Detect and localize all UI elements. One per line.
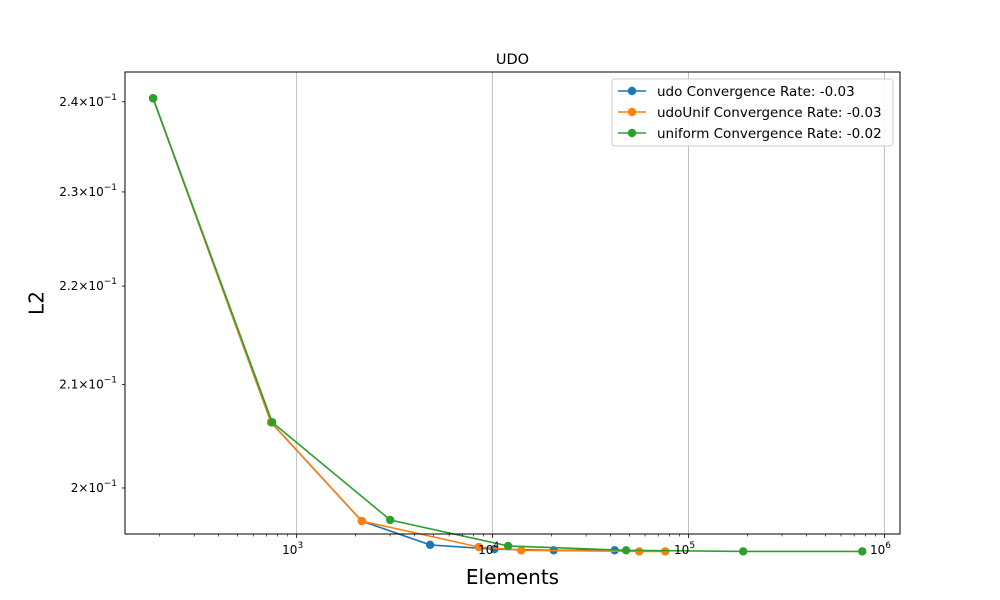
legend-label: uniform Convergence Rate: -0.02 <box>657 126 882 142</box>
x-tick-label: 106 <box>870 541 891 557</box>
x-axis-title: Elements <box>466 565 559 589</box>
y-tick-label: 2.4×10−1 <box>59 93 117 109</box>
legend-swatch-marker <box>627 128 637 138</box>
legend-swatch-marker <box>627 107 637 117</box>
y-tick-label: 2.3×10−1 <box>59 183 117 199</box>
data-point <box>490 545 499 554</box>
data-point <box>385 515 395 525</box>
grid <box>296 72 885 534</box>
legend-label: udo Convergence Rate: -0.03 <box>657 84 855 100</box>
y-axis-title: L2 <box>25 291 49 315</box>
data-point <box>738 547 748 556</box>
chart-title: UDO <box>496 52 529 68</box>
data-point <box>148 94 158 103</box>
x-tick-label: 104 <box>478 541 499 557</box>
x-tick-label: 103 <box>282 541 303 557</box>
y-tick-label: 2.2×10−1 <box>59 277 117 293</box>
legend-swatch-marker <box>627 86 637 96</box>
x-tick-label: 105 <box>674 541 695 557</box>
data-point <box>635 547 644 556</box>
x-axis-ticks: 103 104 105 106 <box>159 534 891 557</box>
legend-box <box>611 78 894 147</box>
y-tick-label: 2×10−1 <box>71 479 117 495</box>
data-point <box>621 546 631 555</box>
data-point <box>858 547 867 556</box>
data-point <box>357 516 367 526</box>
data-point <box>503 541 513 551</box>
data-point <box>474 542 483 552</box>
y-axis-ticks: 2×10−1 2.1×10−1 2.2×10−1 2.3×10−1 2.4×10−1 <box>59 93 125 495</box>
data-point <box>267 418 277 427</box>
data-point <box>425 540 435 550</box>
y-tick-label: 2.1×10−1 <box>59 376 117 392</box>
legend: udo Convergence Rate: -0.03 udoUnif Conve… <box>611 78 894 147</box>
plot-frame <box>124 71 901 535</box>
plot-series <box>148 94 867 556</box>
legend-label: udoUnif Convergence Rate: -0.03 <box>657 105 882 121</box>
data-point <box>517 546 526 555</box>
